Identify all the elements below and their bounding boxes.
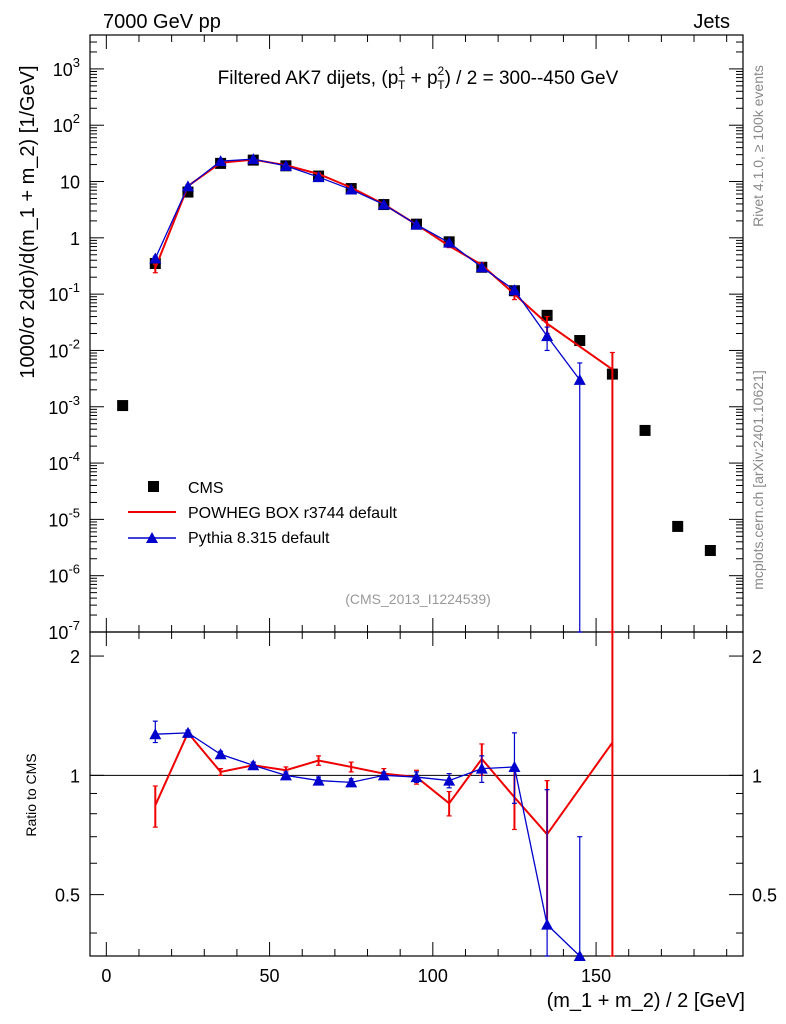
ratio-tick-label-right: 2	[752, 647, 762, 667]
header-energy-label: 7000 GeV pp	[103, 11, 221, 33]
pythia-ratio-point	[541, 918, 554, 930]
x-axis-label: (m_1 + m_2) / 2 [GeV]	[547, 990, 745, 1012]
y-tick-label: 102	[53, 111, 80, 136]
cms-data-point	[117, 400, 129, 412]
pythia-point	[541, 330, 554, 342]
pythia-ratio-point	[279, 769, 292, 781]
y-tick-label: 10-3	[48, 393, 80, 418]
pythia-point	[573, 373, 586, 385]
pythia-line	[154, 158, 581, 381]
pythia-point	[508, 284, 521, 296]
pythia-ratio-line	[155, 732, 581, 957]
header-category-label: Jets	[693, 11, 730, 33]
y-tick-label: 1	[70, 229, 80, 249]
ratio-tick-label: 1	[70, 766, 80, 786]
y-tick-label: 10	[60, 173, 80, 193]
y-tick-label: 10-5	[48, 505, 80, 530]
pythia-ratio-point	[214, 748, 227, 760]
cms-data-point	[704, 545, 716, 557]
x-tick-label: 100	[418, 966, 448, 986]
pythia-ratio-point	[345, 776, 358, 788]
rivet-version-text: Rivet 4.1.0, ≥ 100k events	[750, 65, 766, 227]
x-tick-label: 150	[581, 966, 611, 986]
cms-data-point	[639, 424, 651, 436]
pythia-ratio-point	[410, 771, 423, 783]
pythia-ratio-point	[247, 759, 260, 771]
legend-powheg-label: POWHEG BOX r3744 default	[188, 505, 398, 522]
powheg-ratio-line	[154, 730, 614, 836]
cms-data-point	[672, 520, 684, 532]
pythia-ratio-point	[377, 769, 390, 781]
ratio-tick-label: 0.5	[55, 886, 80, 906]
y-tick-label: 10-2	[48, 336, 80, 361]
ratio-tick-label-right: 1	[752, 766, 762, 786]
x-tick-label: 50	[260, 966, 280, 986]
y-tick-label: 10-7	[48, 618, 80, 643]
analysis-id: (CMS_2013_I1224539)	[345, 591, 491, 607]
mcplots-text: mcplots.cern.ch [arXiv:2401.10621]	[750, 370, 766, 589]
pythia-point	[181, 180, 194, 192]
cms-data-point	[149, 258, 161, 270]
ratio-series	[149, 631, 615, 961]
y-tick-label: 10-6	[48, 562, 80, 587]
pythia-point	[475, 261, 488, 273]
pythia-point	[377, 198, 390, 210]
pythia-point	[410, 218, 423, 230]
ratio-tick-label: 2	[70, 647, 80, 667]
ratio-plot-frame	[89, 631, 744, 957]
y-axis-label: 1000/σ 2dσ)/d(m_1 + m_2) [1/GeV]	[17, 65, 39, 378]
legend-pythia-label: Pythia 8.315 default	[188, 530, 330, 547]
main-series	[117, 153, 716, 633]
pythia-point	[247, 153, 260, 165]
x-tick-label: 0	[101, 966, 111, 986]
ratio-tick-label-right: 0.5	[752, 886, 777, 906]
legend-cms-marker	[148, 481, 159, 492]
pythia-point	[214, 155, 227, 167]
cms-data-point	[541, 309, 553, 321]
pythia-ratio-point	[443, 774, 456, 786]
legend-cms-label: CMS	[188, 480, 224, 497]
pythia-point	[149, 252, 162, 264]
y-tick-label: 10-4	[48, 449, 80, 474]
ratio-y-axis-label: Ratio to CMS	[23, 753, 39, 836]
axis-ticks: 0 50 100 15010310210110-110-210-310-410-510…	[48, 34, 777, 986]
pythia-ratio-point	[475, 762, 488, 774]
powheg-line	[154, 158, 613, 371]
pythia-point	[279, 159, 292, 171]
y-tick-label: 103	[53, 55, 80, 80]
cms-data-point	[182, 186, 194, 198]
pythia-ratio-point	[508, 760, 521, 772]
cms-data-point	[574, 335, 586, 347]
pythia-ratio-point	[149, 728, 162, 740]
pythia-ratio-point	[181, 726, 194, 738]
pythia-point	[345, 183, 358, 195]
pythia-point	[443, 236, 456, 248]
pythia-ratio-point	[573, 950, 586, 961]
pythia-ratio-point	[312, 774, 325, 786]
chart-title: Filtered AK7 dijets, (p1 T + p2 T) / 2 = 3…	[218, 64, 619, 92]
legend-pythia-marker	[146, 532, 158, 543]
y-tick-label: 10-1	[48, 280, 80, 305]
legend: CMS POWHEG BOX r3744 default Pythia 8.31…	[128, 480, 398, 547]
pythia-point	[312, 171, 325, 183]
